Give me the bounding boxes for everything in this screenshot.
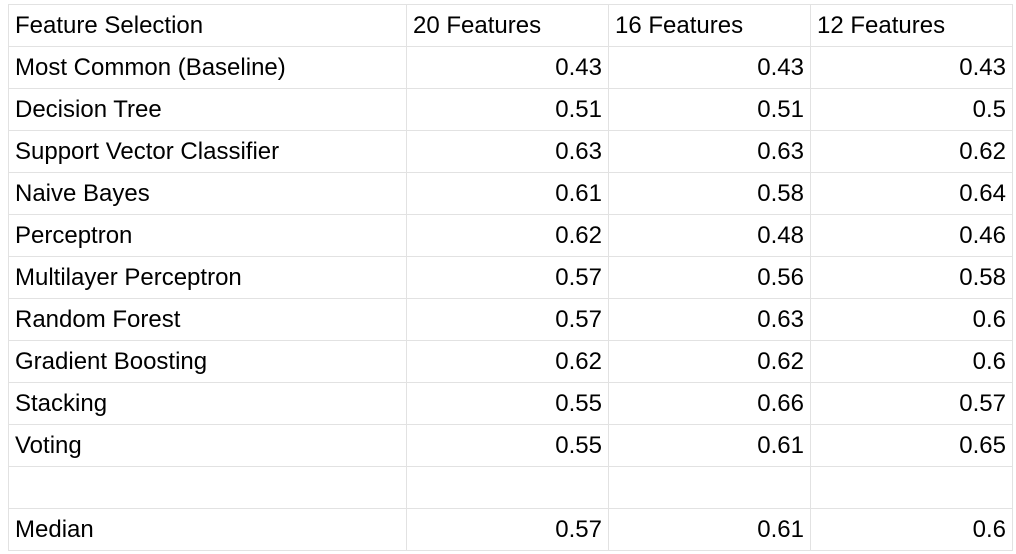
value-cell[interactable]: 0.51 [608, 88, 811, 131]
header-cell-16-features[interactable]: 16 Features [608, 4, 811, 47]
row-label-cell[interactable] [8, 466, 407, 509]
value-cell[interactable]: 0.62 [608, 340, 811, 383]
table-row: Naive Bayes 0.61 0.58 0.64 [8, 172, 1013, 215]
value-cell[interactable]: 0.55 [406, 424, 609, 467]
spreadsheet-body: Feature Selection 20 Features 16 Feature… [8, 4, 1013, 551]
value-cell[interactable]: 0.61 [608, 508, 811, 551]
table-row: Support Vector Classifier 0.63 0.63 0.62 [8, 130, 1013, 173]
value-cell[interactable]: 0.65 [810, 424, 1013, 467]
value-cell[interactable]: 0.51 [406, 88, 609, 131]
value-cell[interactable]: 0.64 [810, 172, 1013, 215]
value-cell[interactable]: 0.62 [406, 214, 609, 257]
row-label-cell[interactable]: Median [8, 508, 407, 551]
value-cell[interactable]: 0.43 [406, 46, 609, 89]
value-cell[interactable]: 0.58 [810, 256, 1013, 299]
value-cell[interactable]: 0.6 [810, 508, 1013, 551]
row-label-cell[interactable]: Gradient Boosting [8, 340, 407, 383]
value-cell[interactable]: 0.66 [608, 382, 811, 425]
value-cell[interactable]: 0.55 [406, 382, 609, 425]
value-cell[interactable]: 0.56 [608, 256, 811, 299]
value-cell[interactable]: 0.48 [608, 214, 811, 257]
value-cell[interactable] [406, 466, 609, 509]
table-row: Gradient Boosting 0.62 0.62 0.6 [8, 340, 1013, 383]
value-cell[interactable]: 0.63 [406, 130, 609, 173]
value-cell[interactable]: 0.57 [406, 298, 609, 341]
value-cell[interactable] [608, 466, 811, 509]
row-label-cell[interactable]: Perceptron [8, 214, 407, 257]
value-cell[interactable]: 0.62 [810, 130, 1013, 173]
row-label-cell[interactable]: Decision Tree [8, 88, 407, 131]
row-label-cell[interactable]: Random Forest [8, 298, 407, 341]
value-cell[interactable]: 0.43 [810, 46, 1013, 89]
table-row: Perceptron 0.62 0.48 0.46 [8, 214, 1013, 257]
row-label-cell[interactable]: Voting [8, 424, 407, 467]
value-cell[interactable] [810, 466, 1013, 509]
value-cell[interactable]: 0.5 [810, 88, 1013, 131]
row-label-cell[interactable]: Support Vector Classifier [8, 130, 407, 173]
row-label-cell[interactable]: Most Common (Baseline) [8, 46, 407, 89]
value-cell[interactable]: 0.57 [810, 382, 1013, 425]
table-row: Decision Tree 0.51 0.51 0.5 [8, 88, 1013, 131]
value-cell[interactable]: 0.61 [406, 172, 609, 215]
spreadsheet-table: Feature Selection 20 Features 16 Feature… [8, 4, 1013, 551]
value-cell[interactable]: 0.58 [608, 172, 811, 215]
row-label-cell[interactable]: Stacking [8, 382, 407, 425]
row-label-cell[interactable]: Multilayer Perceptron [8, 256, 407, 299]
header-cell-20-features[interactable]: 20 Features [406, 4, 609, 47]
value-cell[interactable]: 0.6 [810, 298, 1013, 341]
table-row: Voting 0.55 0.61 0.65 [8, 424, 1013, 467]
header-row: Feature Selection 20 Features 16 Feature… [8, 4, 1013, 47]
value-cell[interactable]: 0.57 [406, 508, 609, 551]
table-row: Random Forest 0.57 0.63 0.6 [8, 298, 1013, 341]
table-row [8, 466, 1013, 509]
value-cell[interactable]: 0.63 [608, 130, 811, 173]
value-cell[interactable]: 0.57 [406, 256, 609, 299]
table-row: Stacking 0.55 0.66 0.57 [8, 382, 1013, 425]
table-row: Median 0.57 0.61 0.6 [8, 508, 1013, 551]
table-row: Most Common (Baseline) 0.43 0.43 0.43 [8, 46, 1013, 89]
value-cell[interactable]: 0.43 [608, 46, 811, 89]
header-cell-12-features[interactable]: 12 Features [810, 4, 1013, 47]
value-cell[interactable]: 0.46 [810, 214, 1013, 257]
value-cell[interactable]: 0.61 [608, 424, 811, 467]
value-cell[interactable]: 0.62 [406, 340, 609, 383]
table-row: Multilayer Perceptron 0.57 0.56 0.58 [8, 256, 1013, 299]
value-cell[interactable]: 0.63 [608, 298, 811, 341]
value-cell[interactable]: 0.6 [810, 340, 1013, 383]
row-label-cell[interactable]: Naive Bayes [8, 172, 407, 215]
header-cell-feature-selection[interactable]: Feature Selection [8, 4, 407, 47]
